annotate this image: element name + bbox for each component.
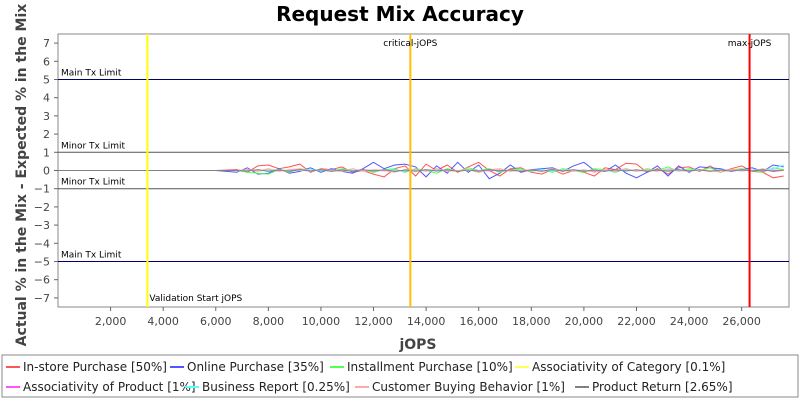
series-line xyxy=(58,169,784,172)
y-tick-label: 5 xyxy=(43,74,50,87)
x-tick-label: 22,000 xyxy=(617,315,656,328)
y-tick-label: −4 xyxy=(34,237,50,250)
axes: 2,000 4,000 6,000 8,000 10,000 12,000 14,000 16… xyxy=(34,37,761,328)
x-tick-label: 4,000 xyxy=(147,315,179,328)
x-tick-label: 6,000 xyxy=(200,315,232,328)
marker-label: critical-jOPS xyxy=(383,39,437,49)
x-tick-label: 10,000 xyxy=(302,315,341,328)
x-tick-label: 14,000 xyxy=(407,315,446,328)
y-tick-label: −5 xyxy=(34,256,50,269)
x-tick-label: 16,000 xyxy=(459,315,498,328)
marker-label: max-jOPS xyxy=(728,39,772,49)
limit-label: Main Tx Limit xyxy=(61,251,122,261)
legend-entry: Customer Buying Behavior [1%] xyxy=(372,380,565,394)
x-tick-label: 2,000 xyxy=(95,315,127,328)
y-tick-label: 2 xyxy=(43,128,50,141)
y-tick-label: 3 xyxy=(43,110,50,123)
y-axis-label: Actual % in the Mix - Expected % in the … xyxy=(14,4,30,347)
x-tick-label: 12,000 xyxy=(354,315,393,328)
legend-entry: Online Purchase [35%] xyxy=(187,360,324,374)
legend-entry: Associativity of Category [0.1%] xyxy=(532,360,725,374)
legend-entry: Associativity of Product [1%] xyxy=(23,380,196,394)
y-tick-label: 7 xyxy=(43,37,50,50)
x-tick-label: 24,000 xyxy=(670,315,709,328)
limit-label: Minor Tx Limit xyxy=(61,141,126,151)
y-tick-label: 1 xyxy=(43,146,50,159)
legend-entry: Installment Purchase [10%] xyxy=(347,360,513,374)
legend-entry: Product Return [2.65%] xyxy=(592,380,733,394)
legend: In-store Purchase [50%] Online Purchase [… xyxy=(1,354,799,398)
y-tick-label: −6 xyxy=(34,274,50,287)
plot-area: Main Tx Limit Minor Tx Limit Minor Tx Limi… xyxy=(57,33,790,308)
y-tick-label: −3 xyxy=(34,219,50,232)
legend-box xyxy=(1,354,799,398)
x-tick-label: 8,000 xyxy=(253,315,285,328)
limit-label: Main Tx Limit xyxy=(61,69,122,79)
x-tick-label: 20,000 xyxy=(565,315,604,328)
y-tick-label: −2 xyxy=(34,201,50,214)
marker-label: Validation Start jOPS xyxy=(149,294,242,304)
y-tick-label: 6 xyxy=(43,55,50,68)
legend-entry: In-store Purchase [50%] xyxy=(23,360,167,374)
legend-entry: Business Report [0.25%] xyxy=(202,380,350,394)
x-tick-label: 18,000 xyxy=(512,315,551,328)
y-tick-label: 0 xyxy=(43,165,50,178)
y-tick-label: 4 xyxy=(43,92,50,105)
x-axis-label: jOPS xyxy=(398,337,436,353)
chart-title: Request Mix Accuracy xyxy=(276,2,524,26)
y-tick-label: −1 xyxy=(34,183,50,196)
y-tick-label: −7 xyxy=(34,292,50,305)
limit-label: Minor Tx Limit xyxy=(61,178,126,188)
x-tick-label: 26,000 xyxy=(722,315,761,328)
